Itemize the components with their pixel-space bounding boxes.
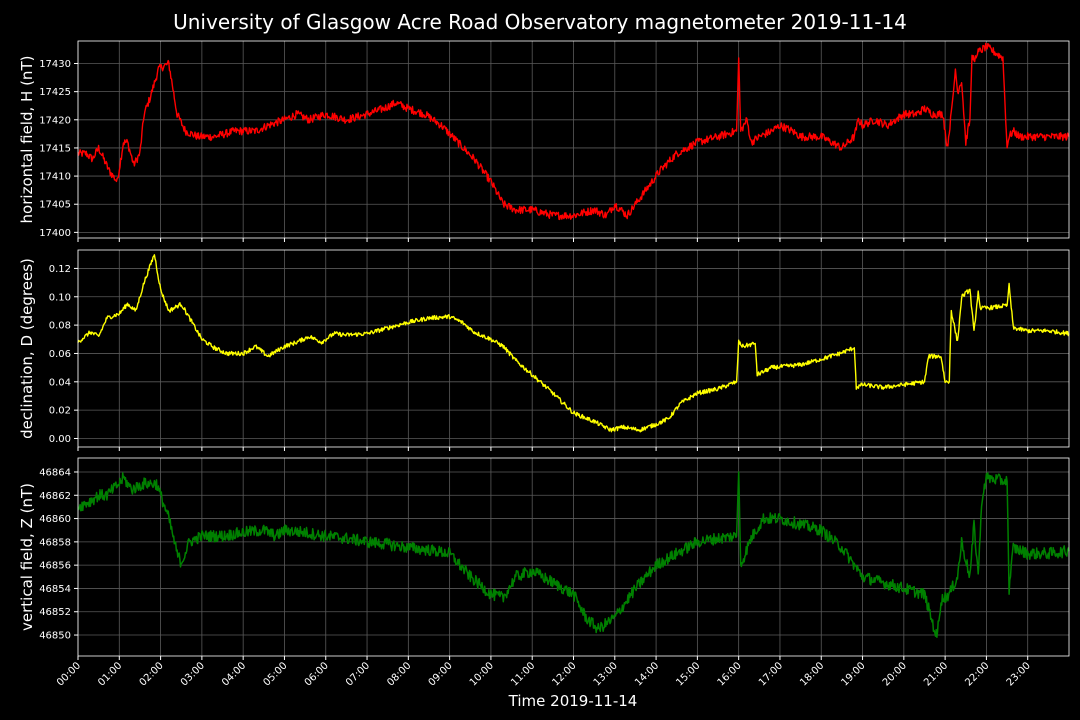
y-tick-label: 46862 <box>39 491 71 502</box>
series-line-H <box>77 42 1070 221</box>
y-tick-label: 46864 <box>39 467 71 478</box>
y-axis-label: horizontal field, H (nT) <box>18 56 36 224</box>
series-line-Z <box>77 471 1070 639</box>
y-tick-label: 46860 <box>39 514 71 525</box>
y-tick-label: 17415 <box>39 143 71 154</box>
y-tick-label: 0.02 <box>49 406 71 417</box>
chart-title: University of Glasgow Acre Road Observat… <box>173 10 907 34</box>
y-axis-label: vertical field, Z (nT) <box>18 483 36 631</box>
y-tick-label: 0.10 <box>49 292 71 303</box>
y-tick-label: 0.06 <box>49 349 71 360</box>
y-tick-label: 0.00 <box>49 434 71 445</box>
series-line-D <box>77 254 1070 433</box>
y-axis-label: declination, D (degrees) <box>18 258 36 439</box>
y-tick-label: 17420 <box>39 115 71 126</box>
y-tick-label: 0.12 <box>49 264 71 275</box>
x-axis-label: Time 2019-11-14 <box>508 692 638 710</box>
y-tick-label: 46852 <box>39 607 71 618</box>
y-tick-label: 46858 <box>39 537 71 548</box>
y-tick-label: 46850 <box>39 631 71 642</box>
y-tick-label: 17425 <box>39 87 71 98</box>
y-tick-label: 17410 <box>39 172 71 183</box>
plot-frame <box>77 457 1070 657</box>
y-tick-label: 17430 <box>39 59 71 70</box>
y-tick-label: 17400 <box>39 228 71 239</box>
panel-D: 0.00 0.02 0.04 0.06 0.08 0.10 0.12 declination,… <box>18 249 1070 451</box>
y-tick-label: 0.08 <box>49 321 71 332</box>
panel-H: 17400 17405 17410 17415 17420 17425 17430horiz… <box>18 40 1070 242</box>
plot-frame <box>77 40 1070 239</box>
y-tick-label: 17405 <box>39 200 71 211</box>
y-tick-label: 46854 <box>39 584 71 595</box>
y-tick-label: 46856 <box>39 561 71 572</box>
plot-frame <box>77 249 1070 448</box>
y-tick-label: 0.04 <box>49 377 71 388</box>
